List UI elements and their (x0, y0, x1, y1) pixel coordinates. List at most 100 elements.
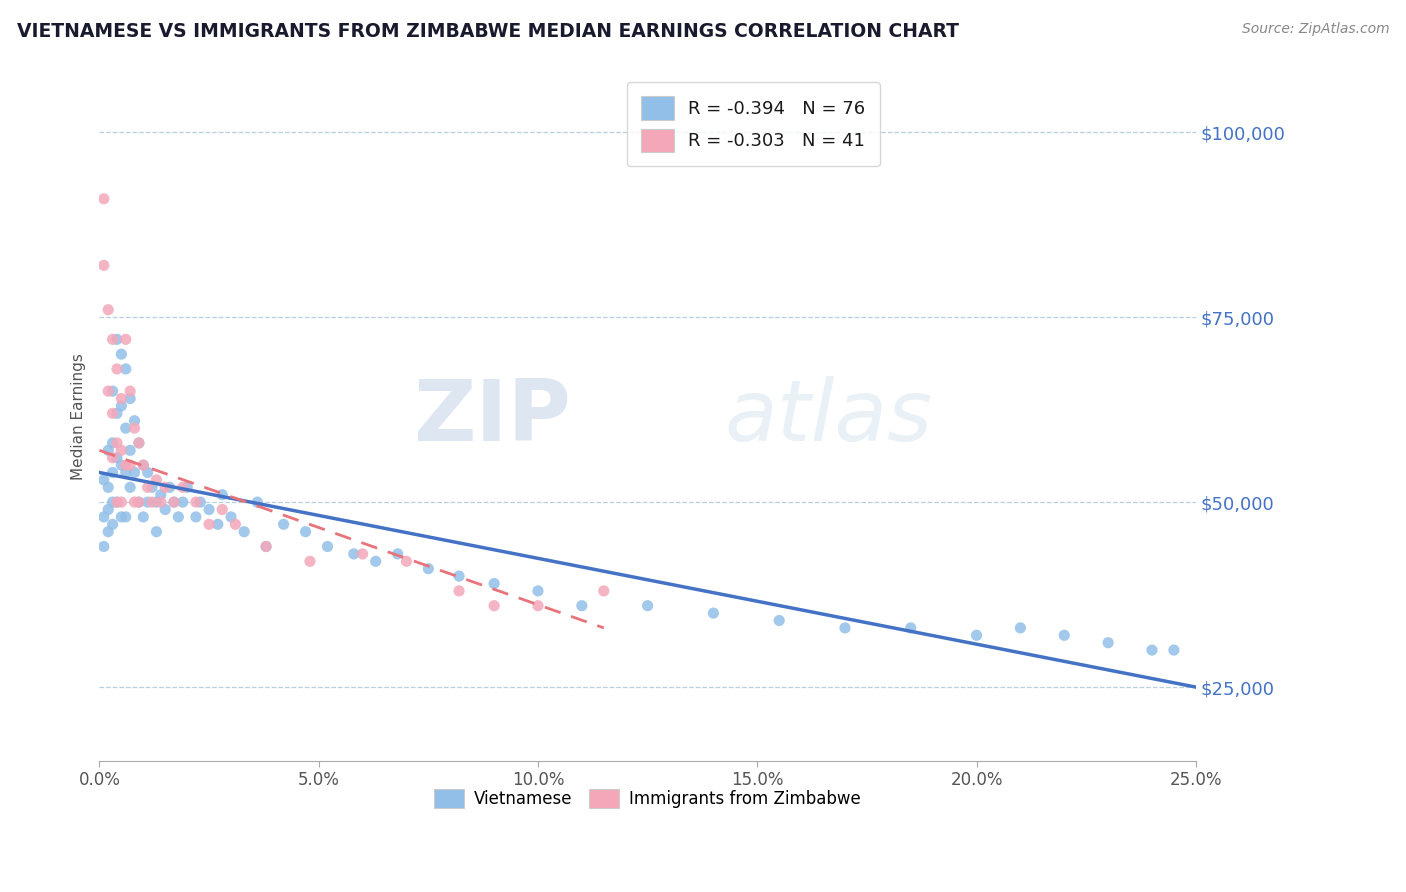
Point (114, 332, 136, 346)
Point (132, 458, 155, 472)
Point (101, 332, 124, 346)
Point (120, 384, 142, 398)
Point (233, 524, 256, 539)
Point (527, 583, 550, 598)
Point (124, 421, 146, 435)
Point (145, 524, 167, 539)
Point (105, 332, 128, 346)
Point (447, 583, 470, 598)
Point (93, 258, 115, 272)
Point (114, 362, 136, 376)
Point (294, 524, 316, 539)
Point (149, 488, 172, 502)
Point (343, 547, 366, 561)
Text: VIETNAMESE VS IMMIGRANTS FROM ZIMBABWE MEDIAN EARNINGS CORRELATION CHART: VIETNAMESE VS IMMIGRANTS FROM ZIMBABWE M… (17, 22, 959, 41)
Point (352, 547, 374, 561)
Point (254, 540, 277, 554)
Point (159, 480, 181, 494)
Point (1097, 636, 1119, 650)
Point (198, 502, 221, 516)
Point (105, 495, 128, 509)
Point (637, 599, 659, 613)
Point (224, 517, 246, 532)
Point (136, 480, 159, 494)
Point (110, 458, 132, 472)
Point (141, 495, 163, 509)
Point (110, 510, 132, 524)
Point (145, 473, 167, 487)
Text: ZIP: ZIP (413, 376, 571, 458)
Point (101, 495, 124, 509)
Point (211, 488, 233, 502)
Point (110, 443, 132, 458)
Point (184, 495, 207, 509)
Point (105, 406, 128, 420)
Point (167, 510, 190, 524)
Point (105, 362, 128, 376)
Point (97, 384, 120, 398)
Point (101, 406, 124, 420)
Point (155, 502, 177, 516)
Point (198, 517, 221, 532)
Point (110, 399, 132, 413)
Point (900, 621, 922, 635)
Point (246, 495, 269, 509)
Point (110, 392, 132, 406)
Point (364, 554, 387, 568)
Legend: Vietnamese, Immigrants from Zimbabwe: Vietnamese, Immigrants from Zimbabwe (427, 782, 868, 814)
Point (136, 495, 159, 509)
Point (141, 480, 163, 494)
Point (172, 495, 194, 509)
Point (97, 524, 120, 539)
Point (105, 436, 128, 450)
Point (298, 554, 321, 568)
Point (1053, 628, 1076, 642)
Point (101, 384, 124, 398)
Point (114, 510, 136, 524)
Point (114, 458, 136, 472)
Text: Source: ZipAtlas.com: Source: ZipAtlas.com (1241, 22, 1389, 37)
Point (834, 621, 856, 635)
Point (124, 466, 146, 480)
Point (163, 495, 186, 509)
Point (124, 495, 146, 509)
Point (155, 480, 177, 494)
Point (482, 576, 505, 591)
Text: atlas: atlas (724, 376, 932, 458)
Point (114, 421, 136, 435)
Point (211, 502, 233, 516)
Point (128, 436, 150, 450)
Point (101, 436, 124, 450)
Point (114, 466, 136, 480)
Point (188, 495, 211, 509)
Point (395, 554, 418, 568)
Point (592, 583, 614, 598)
Point (702, 606, 724, 620)
Point (447, 569, 470, 583)
Point (966, 628, 988, 642)
Point (120, 480, 142, 494)
Point (132, 458, 155, 472)
Point (124, 414, 146, 428)
Point (1140, 643, 1163, 657)
Point (254, 540, 277, 554)
Point (128, 495, 150, 509)
Point (110, 347, 132, 361)
Point (1163, 643, 1185, 657)
Point (97, 443, 120, 458)
Point (97, 502, 120, 516)
Point (768, 614, 790, 628)
Point (482, 599, 505, 613)
Point (93, 192, 115, 206)
Point (128, 495, 150, 509)
Point (101, 517, 124, 532)
Point (316, 540, 339, 554)
Point (1010, 621, 1032, 635)
Point (418, 562, 440, 576)
Point (93, 473, 115, 487)
Y-axis label: Median Earnings: Median Earnings (72, 353, 86, 481)
Point (207, 517, 229, 532)
Point (219, 510, 242, 524)
Point (93, 540, 115, 554)
Point (527, 599, 550, 613)
